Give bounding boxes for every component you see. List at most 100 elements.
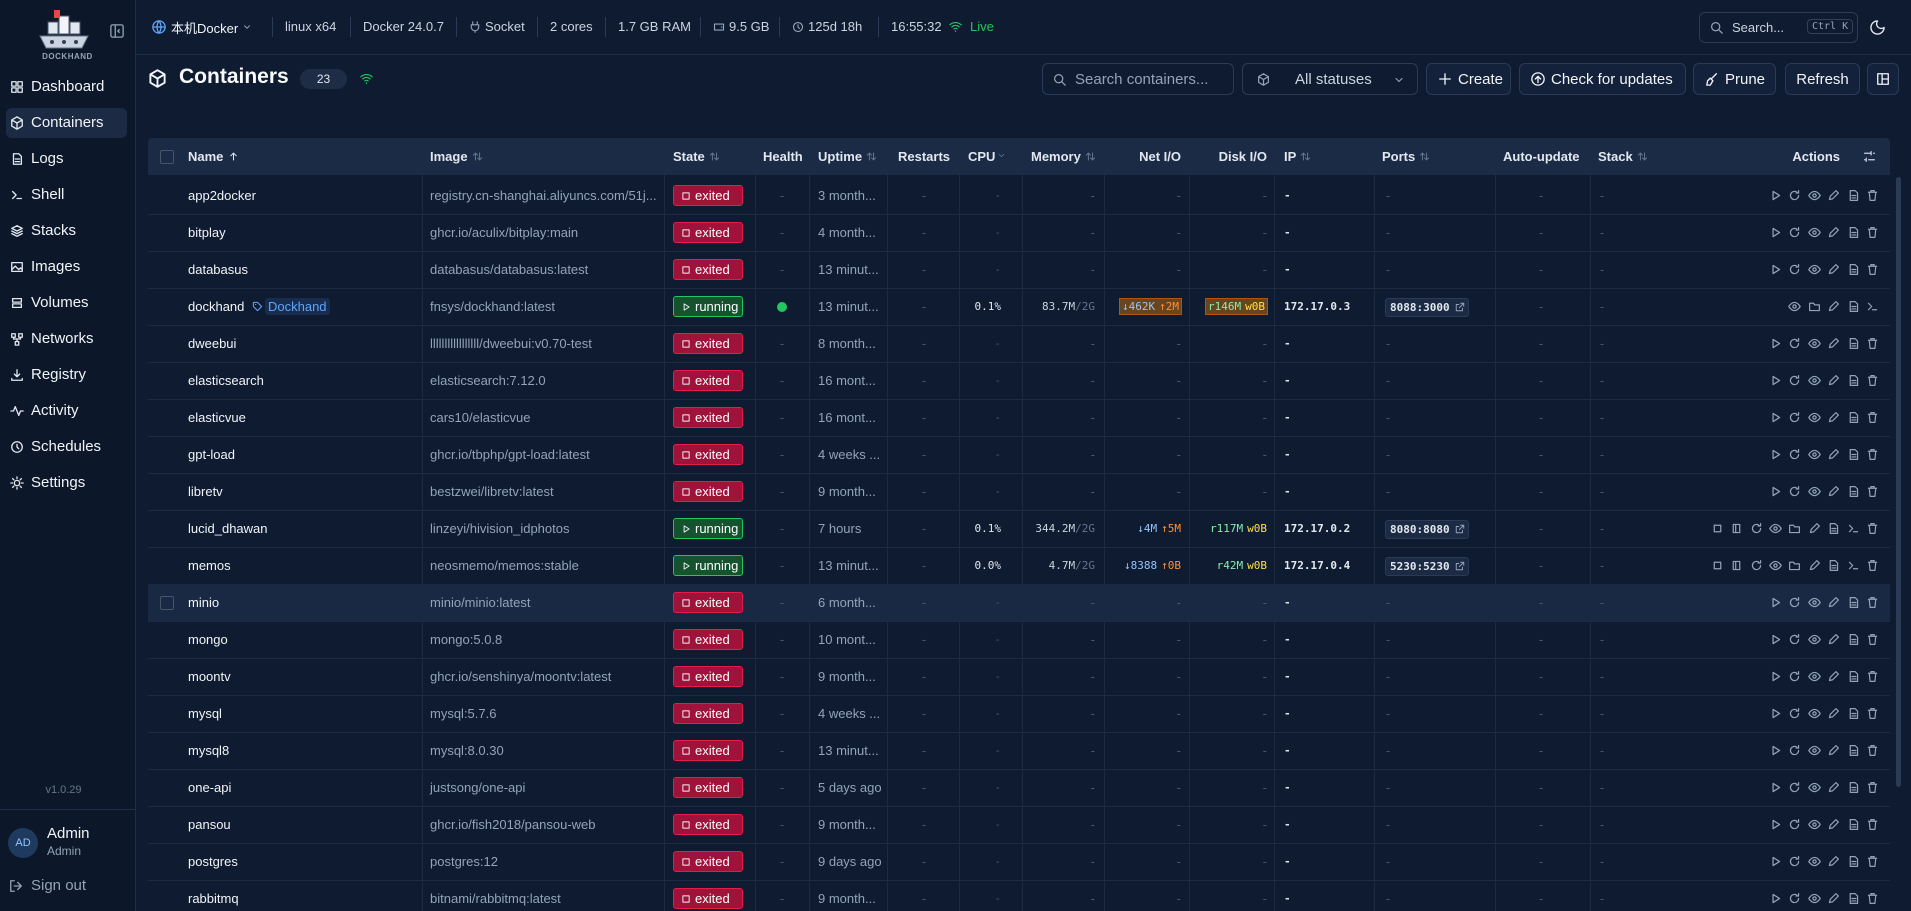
action-folder[interactable] [1788, 522, 1801, 535]
action-trash[interactable] [1866, 485, 1879, 498]
row[interactable] [148, 806, 1890, 844]
action-edit[interactable] [1827, 448, 1840, 461]
column-header[interactable]: IP [1284, 149, 1297, 164]
action-eye[interactable] [1808, 744, 1821, 757]
action-play[interactable] [1769, 744, 1782, 757]
action-doc[interactable] [1847, 448, 1860, 461]
action-edit[interactable] [1827, 596, 1840, 609]
action-eye[interactable] [1769, 559, 1782, 572]
row[interactable] [148, 769, 1890, 807]
action-trash[interactable] [1866, 670, 1879, 683]
row[interactable] [148, 214, 1890, 252]
action-term[interactable] [1866, 300, 1879, 313]
action-eye[interactable] [1808, 670, 1821, 683]
column-header[interactable]: Auto-update [1503, 149, 1580, 164]
column-header[interactable]: Disk I/O [1218, 149, 1267, 164]
action-doc[interactable] [1847, 744, 1860, 757]
row[interactable] [148, 843, 1890, 881]
theme-toggle[interactable] [1870, 20, 1885, 35]
column-header[interactable]: Memory [1031, 149, 1081, 164]
action-stop[interactable] [1711, 522, 1724, 535]
action-restart[interactable] [1788, 485, 1801, 498]
sign-out[interactable]: Sign out [31, 877, 87, 894]
nav-item[interactable]: Images [6, 252, 127, 282]
action-restart[interactable] [1788, 892, 1801, 905]
action-trash[interactable] [1866, 411, 1879, 424]
action-trash[interactable] [1866, 226, 1879, 239]
row[interactable] [148, 695, 1890, 733]
layout-button[interactable] [1867, 63, 1899, 95]
row[interactable] [148, 510, 1890, 548]
action-eye[interactable] [1808, 633, 1821, 646]
row[interactable] [148, 621, 1890, 659]
action-edit[interactable] [1827, 411, 1840, 424]
action-eye[interactable] [1808, 781, 1821, 794]
action-trash[interactable] [1866, 744, 1879, 757]
action-edit[interactable] [1827, 300, 1840, 313]
action-trash[interactable] [1866, 633, 1879, 646]
row[interactable] [148, 658, 1890, 696]
column-header[interactable]: Ports [1382, 149, 1416, 164]
action-eye[interactable] [1808, 448, 1821, 461]
nav-item[interactable]: Activity [6, 396, 127, 426]
action-trash[interactable] [1866, 448, 1879, 461]
button[interactable]: Prune [1693, 63, 1776, 95]
status-filter[interactable]: All statuses [1242, 63, 1418, 95]
action-eye[interactable] [1808, 411, 1821, 424]
column-header[interactable]: Stack [1598, 149, 1633, 164]
action-doc[interactable] [1847, 781, 1860, 794]
action-play[interactable] [1769, 263, 1782, 276]
action-play[interactable] [1769, 226, 1782, 239]
action-eye[interactable] [1808, 485, 1821, 498]
column-header[interactable]: Uptime [818, 149, 863, 164]
nav-item[interactable]: Settings [6, 468, 127, 498]
row[interactable] [148, 177, 1890, 215]
action-play[interactable] [1769, 781, 1782, 794]
action-doc[interactable] [1847, 596, 1860, 609]
nav-item[interactable]: Networks [6, 324, 127, 354]
button[interactable]: Check for updates [1519, 63, 1686, 95]
action-trash[interactable] [1866, 337, 1879, 350]
action-restart[interactable] [1788, 189, 1801, 202]
column-header[interactable]: Actions [1792, 149, 1840, 164]
action-trash[interactable] [1866, 596, 1879, 609]
action-doc[interactable] [1847, 411, 1860, 424]
action-play[interactable] [1769, 411, 1782, 424]
action-restart[interactable] [1788, 707, 1801, 720]
action-eye[interactable] [1808, 818, 1821, 831]
row[interactable] [148, 584, 1890, 622]
action-play[interactable] [1769, 448, 1782, 461]
column-header[interactable]: Health [763, 149, 803, 164]
action-eye[interactable] [1808, 374, 1821, 387]
action-pause[interactable] [1730, 522, 1743, 535]
action-trash[interactable] [1866, 707, 1879, 720]
action-restart[interactable] [1788, 818, 1801, 831]
action-edit[interactable] [1827, 337, 1840, 350]
action-play[interactable] [1769, 189, 1782, 202]
action-edit[interactable] [1827, 818, 1840, 831]
action-doc[interactable] [1827, 559, 1840, 572]
action-restart[interactable] [1788, 374, 1801, 387]
row[interactable] [148, 288, 1890, 326]
row[interactable] [148, 362, 1890, 400]
action-pause[interactable] [1730, 559, 1743, 572]
nav-item[interactable]: Registry [6, 360, 127, 390]
action-doc[interactable] [1847, 300, 1860, 313]
action-edit[interactable] [1827, 670, 1840, 683]
action-trash[interactable] [1866, 263, 1879, 276]
column-header[interactable]: Name [188, 149, 224, 164]
action-doc[interactable] [1847, 374, 1860, 387]
action-doc[interactable] [1827, 522, 1840, 535]
row[interactable] [148, 399, 1890, 437]
action-eye[interactable] [1808, 263, 1821, 276]
action-play[interactable] [1769, 485, 1782, 498]
action-restart[interactable] [1788, 744, 1801, 757]
action-eye[interactable] [1769, 522, 1782, 535]
action-edit[interactable] [1827, 485, 1840, 498]
port-pill[interactable]: 8088:3000 [1385, 298, 1469, 317]
action-doc[interactable] [1847, 855, 1860, 868]
action-doc[interactable] [1847, 485, 1860, 498]
action-eye[interactable] [1788, 300, 1802, 313]
action-edit[interactable] [1808, 522, 1821, 535]
action-folder[interactable] [1788, 559, 1801, 572]
